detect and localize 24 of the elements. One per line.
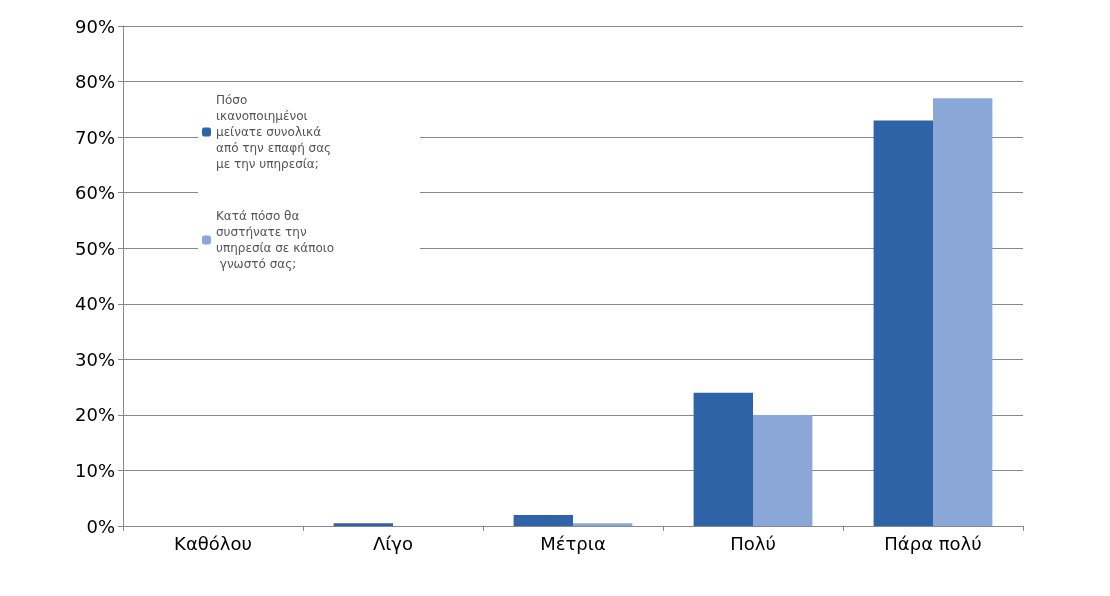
y-tick-label: 60% [74, 182, 115, 204]
bar [333, 523, 393, 526]
x-tick-label: Μέτρια [540, 532, 606, 554]
y-tick-label: 0% [86, 515, 115, 537]
x-tick-label: Καθόλου [174, 532, 252, 554]
y-tick-label: 30% [74, 348, 115, 370]
bar [693, 392, 753, 526]
x-tick-label: Λίγο [372, 532, 414, 554]
y-tick-label: 10% [74, 459, 115, 481]
bar [873, 120, 933, 526]
x-tick-label: Πολύ [730, 532, 776, 554]
y-tick-label: 20% [74, 404, 115, 426]
y-tick-label: 40% [74, 293, 115, 315]
y-tick-label: 90% [74, 15, 115, 37]
bar [753, 414, 813, 526]
legend-label: Πόσο ικανοποιημένοι μείνατε συνολικά από την επαφή σας με την υπηρεσία; [216, 93, 335, 171]
bar [513, 514, 573, 526]
x-tick-label: Πάρα πολύ [884, 532, 982, 554]
y-tick-label: 80% [74, 71, 115, 93]
legend-label: Κατά πόσο θα συστήνατε την υπηρεσία σε κάποιο γνωστό σας; [216, 209, 335, 271]
y-tick-label: 70% [74, 126, 115, 148]
bar [573, 523, 633, 526]
bar [933, 98, 993, 526]
y-tick-label: 50% [74, 237, 115, 259]
